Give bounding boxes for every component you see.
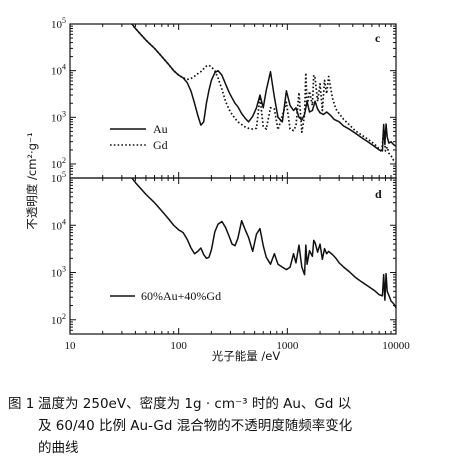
y-tick-label: 105	[51, 170, 66, 185]
y-tick-label-base: 10	[51, 268, 63, 280]
caption-number: 图 1	[8, 396, 35, 412]
x-tick-label: 100	[170, 340, 187, 352]
y-tick-label-exp: 3	[62, 265, 66, 274]
y-tick-label-base: 10	[51, 173, 63, 185]
series-line-gd	[130, 24, 396, 163]
y-tick-label: 102	[51, 312, 66, 327]
x-tick-label: 10000	[382, 340, 410, 352]
y-tick-label-base: 10	[51, 66, 63, 78]
y-tick-label-exp: 4	[62, 63, 66, 72]
y-tick-label-exp: 5	[62, 16, 66, 25]
panel-c-label: c	[375, 31, 381, 45]
y-tick-label-base: 10	[51, 112, 63, 124]
legend-mix-label: 60%Au+40%Gd	[141, 289, 221, 303]
caption-line-1: 图 1 温度为 250eV、密度为 1g · cm⁻³ 时的 Au、Gd 以	[8, 393, 448, 415]
y-tick-label: 105	[51, 16, 66, 31]
y-tick-label: 103	[51, 109, 66, 124]
y-tick-label-exp: 2	[62, 312, 66, 321]
series-line-60-au-40-gd	[131, 178, 396, 309]
x-tick-label: 1000	[276, 340, 299, 352]
x-axis-title: 光子能量 /eV	[212, 349, 281, 363]
series-line-au	[131, 24, 396, 152]
x-tick-label: 10	[65, 340, 77, 352]
y-tick-label-base: 10	[51, 159, 63, 171]
y-tick-label: 102	[51, 156, 66, 171]
figure-caption: 图 1 温度为 250eV、密度为 1g · cm⁻³ 时的 Au、Gd 以 及 …	[8, 393, 448, 459]
legend-gd-label: Gd	[153, 138, 168, 152]
y-tick-label-base: 10	[51, 19, 63, 31]
y-tick-label: 103	[51, 265, 66, 280]
panel-d-label: d	[375, 187, 382, 201]
caption-line-2: 及 60/40 比例 Au-Gd 混合物的不透明度随频率变化	[38, 418, 353, 434]
y-tick-label-exp: 2	[62, 156, 66, 165]
y-tick-label-base: 10	[51, 315, 63, 327]
caption-text-1: 温度为 250eV、密度为 1g · cm⁻³ 时的 Au、Gd 以	[38, 396, 352, 412]
y-tick-label-exp: 5	[62, 170, 66, 179]
y-tick-label: 104	[51, 217, 66, 232]
y-tick-label-exp: 4	[62, 217, 66, 226]
panel-d-legend: 60%Au+40%Gd	[110, 289, 221, 303]
caption-line-3: 的曲线	[38, 440, 79, 456]
y-tick-label-exp: 3	[62, 109, 66, 118]
y-axis-title: 不透明度 /cm²·g⁻¹	[25, 132, 39, 229]
y-tick-label-base: 10	[51, 220, 63, 232]
y-tick-label: 104	[51, 63, 66, 78]
panel-d-frame	[69, 177, 397, 335]
panel-c-legend: Au Gd	[110, 122, 168, 152]
legend-au-label: Au	[153, 122, 168, 136]
